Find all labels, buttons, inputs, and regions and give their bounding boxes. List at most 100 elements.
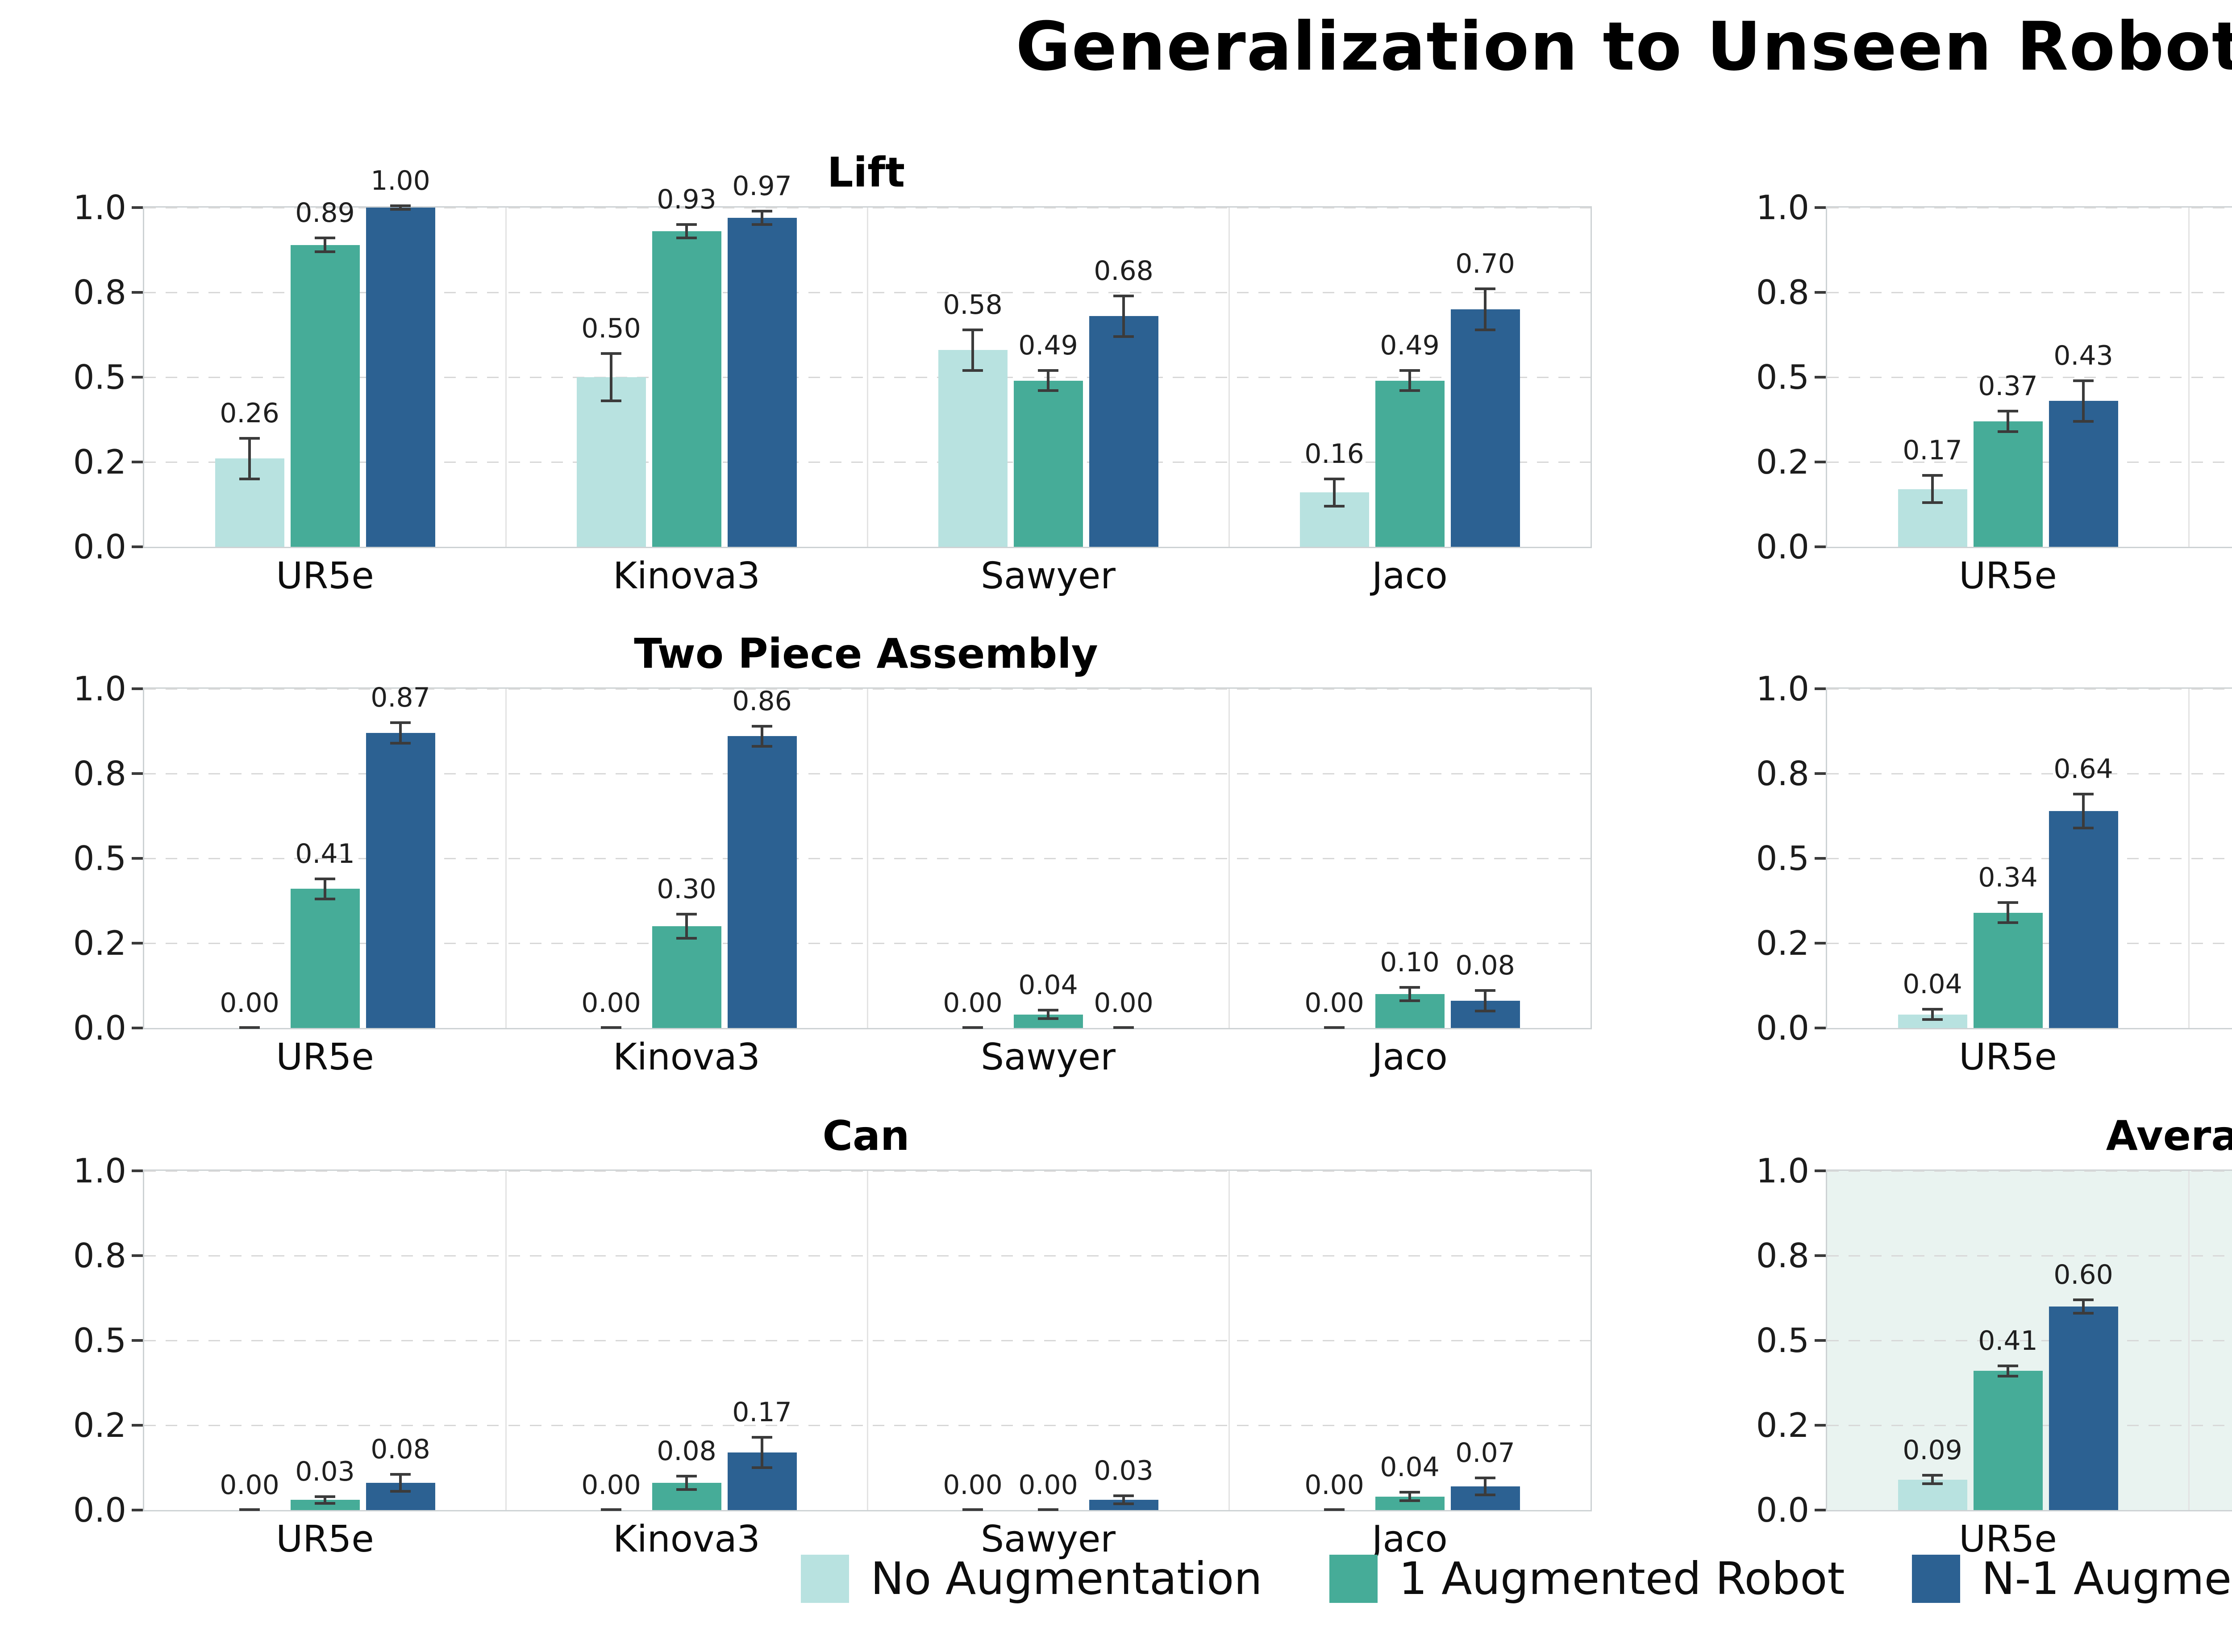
bar-value-label: 0.70: [1455, 248, 1515, 280]
bar-value-label: 0.13: [2223, 1420, 2232, 1452]
bar: [1450, 309, 1520, 547]
bar-value-label: 0.68: [1094, 255, 1153, 287]
legend-swatch-1-augmented-robot: [1329, 1554, 1378, 1603]
error-bar: [324, 1496, 326, 1503]
error-bar-cap: [1113, 1026, 1134, 1029]
error-bar-cap: [1475, 328, 1495, 331]
error-bar-cap: [2073, 792, 2094, 795]
error-bar-cap: [1998, 1365, 2018, 1367]
error-bar: [248, 438, 251, 479]
gridline: [1827, 688, 2232, 690]
y-tick-mark: [132, 687, 143, 690]
y-tick-label: 0.2: [73, 1406, 126, 1445]
y-tick-mark: [132, 545, 143, 548]
gridline: [144, 1170, 1591, 1172]
bar-value-label: 0.00: [1094, 987, 1153, 1019]
plot-area-square: 0.00.20.50.81.0UR5eKinova3SawyerJaco0.04…: [1756, 669, 2232, 1078]
bar-value-label: 0.43: [2053, 340, 2113, 371]
error-bar: [1333, 479, 1336, 506]
error-bar: [1408, 1492, 1411, 1501]
x-category-label: Jaco: [1372, 555, 1448, 597]
bar-value-label: 0.89: [295, 197, 355, 229]
bar-value-label: 0.00: [943, 987, 1003, 1019]
bar: [652, 231, 721, 547]
subplot-can: Can 0.0 0.2 0.5 0.8 1.0 UR5e Kinova3 Sawyer Jaco…: [73, 1109, 1592, 1569]
y-tick-label: 1.0: [73, 188, 126, 227]
error-bar-cap: [1475, 287, 1495, 291]
subplot-title-lift: Lift: [827, 149, 905, 196]
y-tick-mark: [132, 772, 143, 775]
error-bar: [685, 225, 688, 238]
error-bar-cap: [752, 724, 772, 728]
bar-value-label: 0.60: [2053, 1259, 2113, 1290]
y-tick-label: 0.8: [1756, 754, 1809, 793]
error-bar-cap: [1324, 1026, 1345, 1029]
y-tick-label: 1.0: [73, 1151, 126, 1190]
plot-area-lift: 0.0 0.2 0.5 0.8 1.0 UR5e Kinova3 Sawyer Jaco 0.26…: [73, 165, 1592, 597]
y-tick-mark: [1815, 376, 1826, 379]
legend-swatch-no-augmentation: [801, 1554, 849, 1603]
y-tick-mark: [132, 1169, 143, 1172]
error-bar-cap: [1922, 1008, 1943, 1011]
gridline: [1827, 1340, 2232, 1341]
error-bar-cap: [601, 399, 621, 403]
gridline: [1827, 1255, 2232, 1257]
bar-value-label: 0.64: [2053, 753, 2113, 785]
error-bar-cap: [1038, 369, 1058, 372]
error-bar-cap: [390, 1473, 411, 1476]
error-bar-cap: [1399, 369, 1420, 372]
y-tick-label: 0.5: [73, 839, 126, 878]
bar-value-label: 0.03: [295, 1456, 355, 1487]
error-bar: [971, 329, 974, 370]
page-title: Generalization to Unseen Robots: [1016, 8, 2232, 86]
bar-value-label: 0.34: [1978, 861, 2038, 893]
bar: [290, 245, 360, 547]
error-bar-cap: [1038, 1508, 1058, 1511]
bar: [727, 736, 797, 1028]
bar: [1973, 912, 2043, 1028]
error-bar-cap: [601, 352, 621, 355]
bar-value-label: 0.01: [2223, 981, 2232, 1013]
error-bar-cap: [1998, 430, 2018, 433]
error-bar-cap: [752, 209, 772, 212]
y-tick-mark: [1815, 206, 1826, 209]
error-bar-cap: [390, 741, 411, 745]
bar-value-label: 0.00: [1018, 1469, 1078, 1501]
bar: [366, 208, 435, 547]
bar-value-label: 0.49: [1018, 329, 1078, 361]
y-tick-label: 0.0: [1756, 1008, 1809, 1048]
gridline: [144, 461, 1591, 463]
y-tick-label: 0.0: [73, 1490, 126, 1530]
y-tick-mark: [1815, 942, 1826, 945]
error-bar: [2082, 380, 2085, 421]
y-tick-label: 0.8: [73, 754, 126, 793]
error-bar-cap: [1399, 1499, 1420, 1502]
legend: No Augmentation 1 Augmented Robot N-1 Au…: [0, 1552, 2232, 1605]
error-bar-cap: [390, 1490, 411, 1493]
y-tick-label: 0.2: [1756, 442, 1809, 482]
x-category-label: Sawyer: [980, 1036, 1116, 1078]
y-tick-mark: [132, 942, 143, 945]
subplot-lift: Lift 0.0 0.2 0.5 0.8 1.0 UR5e Kinova3 Sawyer Jac…: [73, 146, 1592, 606]
y-tick-label: 0.8: [1756, 1236, 1809, 1275]
error-bar-cap: [962, 369, 983, 372]
legend-item-1-augmented-robot: 1 Augmented Robot: [1329, 1552, 1845, 1605]
y-tick-label: 0.5: [1756, 358, 1809, 397]
bar-value-label: 0.50: [581, 312, 641, 344]
error-bar-cap: [2073, 379, 2094, 382]
bar: [366, 732, 435, 1028]
error-bar-cap: [1038, 1017, 1058, 1020]
bar-value-label: 0.08: [657, 1436, 716, 1467]
error-bar-cap: [752, 1436, 772, 1439]
bar-value-label: 0.87: [371, 682, 430, 713]
x-category-label: Jaco: [1372, 1036, 1448, 1078]
legend-item-no-augmentation: No Augmentation: [801, 1552, 1262, 1605]
error-bar-cap: [1038, 389, 1058, 392]
error-bar-cap: [315, 898, 335, 901]
plot-area-stack: 0.00.20.50.81.0UR5eKinova3SawyerJaco0.17…: [1756, 188, 2232, 597]
error-bar: [2082, 794, 2085, 828]
y-tick-label: 1.0: [73, 669, 126, 708]
bar-value-label: 0.37: [1978, 370, 2038, 402]
bar: [1375, 380, 1445, 547]
bar-value-label: 0.04: [1903, 969, 1962, 1000]
